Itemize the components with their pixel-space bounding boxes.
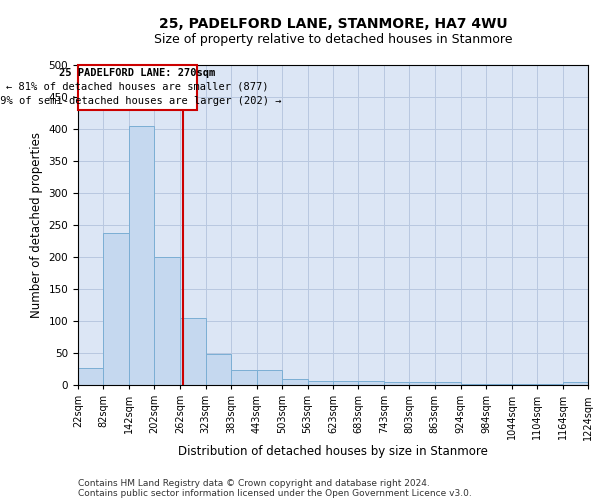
Text: 19% of semi-detached houses are larger (202) →: 19% of semi-detached houses are larger (…: [0, 96, 281, 106]
Bar: [461, 384, 486, 385]
Bar: [333, 380, 358, 385]
Text: Size of property relative to detached houses in Stanmore: Size of property relative to detached ho…: [154, 32, 512, 46]
Text: Contains public sector information licensed under the Open Government Licence v3: Contains public sector information licen…: [78, 488, 472, 498]
Bar: [384, 382, 409, 385]
Bar: [512, 384, 537, 385]
Bar: [563, 382, 588, 385]
Bar: [409, 382, 435, 385]
Bar: [486, 384, 512, 385]
Bar: [129, 126, 154, 385]
Text: 25 PADELFORD LANE: 270sqm: 25 PADELFORD LANE: 270sqm: [59, 68, 215, 78]
Bar: [231, 370, 257, 385]
Bar: [308, 380, 333, 385]
Y-axis label: Number of detached properties: Number of detached properties: [30, 132, 43, 318]
Bar: [78, 368, 103, 385]
Bar: [537, 384, 563, 385]
Bar: [282, 378, 308, 385]
Text: 25, PADELFORD LANE, STANMORE, HA7 4WU: 25, PADELFORD LANE, STANMORE, HA7 4WU: [158, 18, 508, 32]
Bar: [435, 382, 461, 385]
Text: Contains HM Land Registry data © Crown copyright and database right 2024.: Contains HM Land Registry data © Crown c…: [78, 478, 430, 488]
Bar: [206, 354, 231, 385]
Bar: [103, 234, 129, 385]
Bar: [358, 380, 384, 385]
Bar: [154, 257, 180, 385]
Text: ← 81% of detached houses are smaller (877): ← 81% of detached houses are smaller (87…: [6, 82, 269, 92]
Bar: [257, 370, 282, 385]
X-axis label: Distribution of detached houses by size in Stanmore: Distribution of detached houses by size …: [178, 445, 488, 458]
Bar: [180, 318, 206, 385]
